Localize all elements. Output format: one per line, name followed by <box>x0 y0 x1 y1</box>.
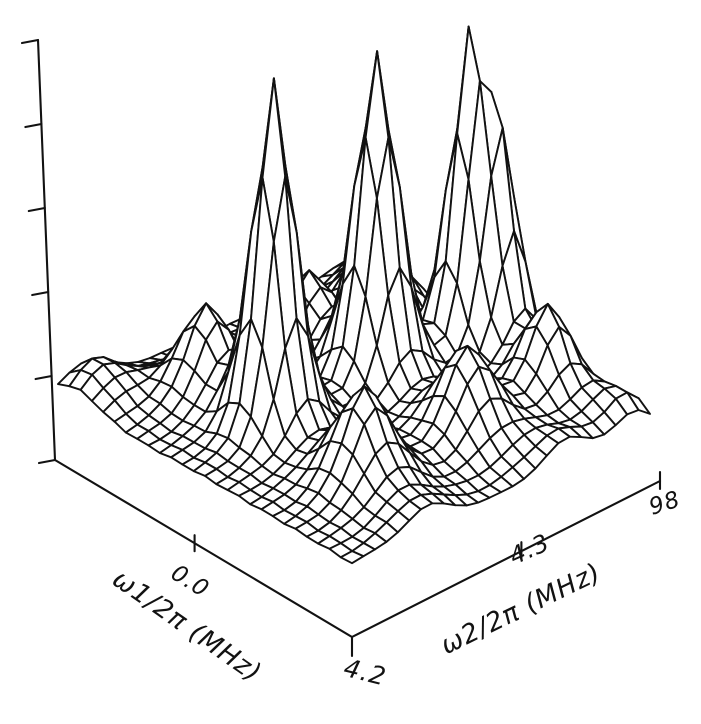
figure-3d-surface-plot: ω1/2π (MHz) 0.0 4.2 ω2/2π (MHz) 4.3 98 <box>20 25 684 692</box>
wireframe-surface-plot <box>20 25 662 658</box>
